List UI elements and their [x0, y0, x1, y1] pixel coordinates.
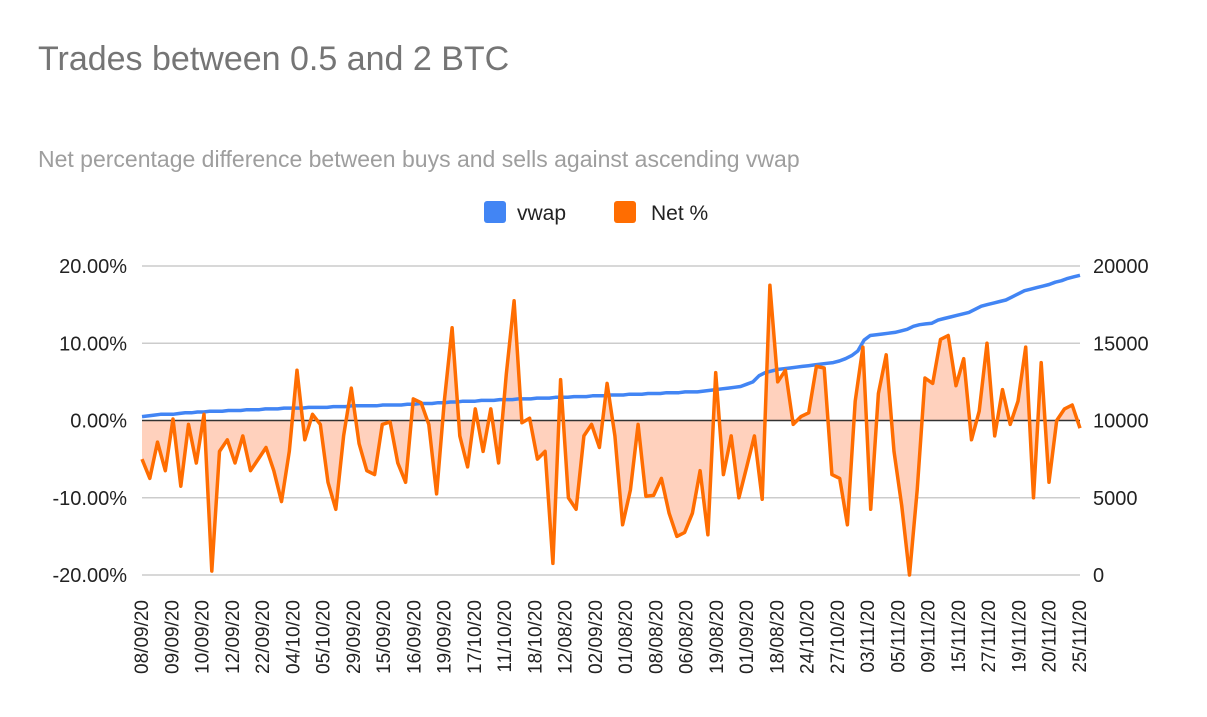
gridlines: [142, 265, 1080, 576]
x-tick-label: 17/10/20: [465, 600, 486, 674]
x-tick-label: 10/09/20: [193, 600, 214, 674]
y-left-tick-label: -10.00%: [53, 488, 128, 510]
x-tick-label: 12/09/20: [223, 600, 244, 674]
x-tick-label: 03/11/20: [858, 600, 879, 673]
x-tick-label: 27/11/20: [979, 600, 1000, 673]
chart-title: Trades between 0.5 and 2 BTC: [38, 40, 509, 78]
y-left-tick-label: 0.00%: [70, 411, 127, 433]
x-tick-label: 19/11/20: [1010, 600, 1031, 673]
x-tick-label: 18/10/20: [525, 600, 546, 674]
y-right-tick-label: 0: [1093, 565, 1104, 587]
x-tick-label: 24/10/20: [798, 600, 819, 674]
x-tick-label: 08/09/20: [132, 600, 153, 674]
x-tick-label: 06/08/20: [677, 600, 698, 674]
y-right-tick-label: 15000: [1093, 333, 1149, 355]
legend-label-net: Net %: [651, 202, 708, 225]
x-tick-label: 25/11/20: [1070, 600, 1091, 673]
chart-subtitle: Net percentage difference between buys a…: [38, 146, 800, 172]
x-tick-label: 11/10/20: [495, 600, 516, 673]
x-tick-label: 19/08/20: [707, 600, 728, 674]
x-tick-label: 15/11/20: [949, 600, 970, 673]
y-axis-right: 20000 15000 10000 5000 0: [1093, 256, 1149, 587]
y-right-tick-label: 20000: [1093, 256, 1149, 278]
x-tick-label: 01/08/20: [616, 600, 637, 674]
x-tick-label: 01/09/20: [737, 600, 758, 674]
x-tick-label: 08/08/20: [646, 600, 667, 674]
x-tick-label: 12/08/20: [556, 600, 577, 674]
series-line-net: [140, 283, 1082, 577]
series-line-vwap: [141, 273, 1081, 419]
x-tick-label: 02/09/20: [586, 600, 607, 674]
y-right-tick-label: 5000: [1093, 488, 1138, 510]
legend-swatch-vwap: [484, 201, 506, 223]
x-tick-label: 15/09/20: [374, 600, 395, 674]
y-axis-left: 20.00% 10.00% 0.00% -10.00% -20.00%: [53, 256, 128, 587]
x-tick-label: 05/11/20: [889, 600, 910, 673]
x-tick-label: 20/11/20: [1040, 600, 1061, 673]
net-area: [142, 285, 1080, 575]
y-right-tick-label: 10000: [1093, 411, 1149, 433]
x-axis: 08/09/20 09/09/20 10/09/20 12/09/20 22/09/20…: [132, 600, 1091, 674]
legend: vwap Net %: [484, 201, 708, 225]
legend-swatch-net: [614, 201, 636, 223]
legend-label-vwap: vwap: [517, 202, 566, 225]
x-tick-label: 22/09/20: [253, 600, 274, 674]
x-tick-label: 09/11/20: [919, 600, 940, 673]
y-left-tick-label: 10.00%: [59, 333, 127, 355]
x-tick-label: 27/10/20: [828, 600, 849, 674]
y-left-tick-label: 20.00%: [59, 256, 127, 278]
y-left-tick-label: -20.00%: [53, 565, 128, 587]
x-tick-label: 18/08/20: [767, 600, 788, 674]
x-tick-label: 05/10/20: [314, 600, 335, 674]
x-tick-label: 09/09/20: [162, 600, 183, 674]
x-tick-label: 19/09/20: [435, 600, 456, 674]
x-tick-label: 04/10/20: [283, 600, 304, 674]
x-tick-label: 29/09/20: [344, 600, 365, 674]
x-tick-label: 16/09/20: [404, 600, 425, 674]
